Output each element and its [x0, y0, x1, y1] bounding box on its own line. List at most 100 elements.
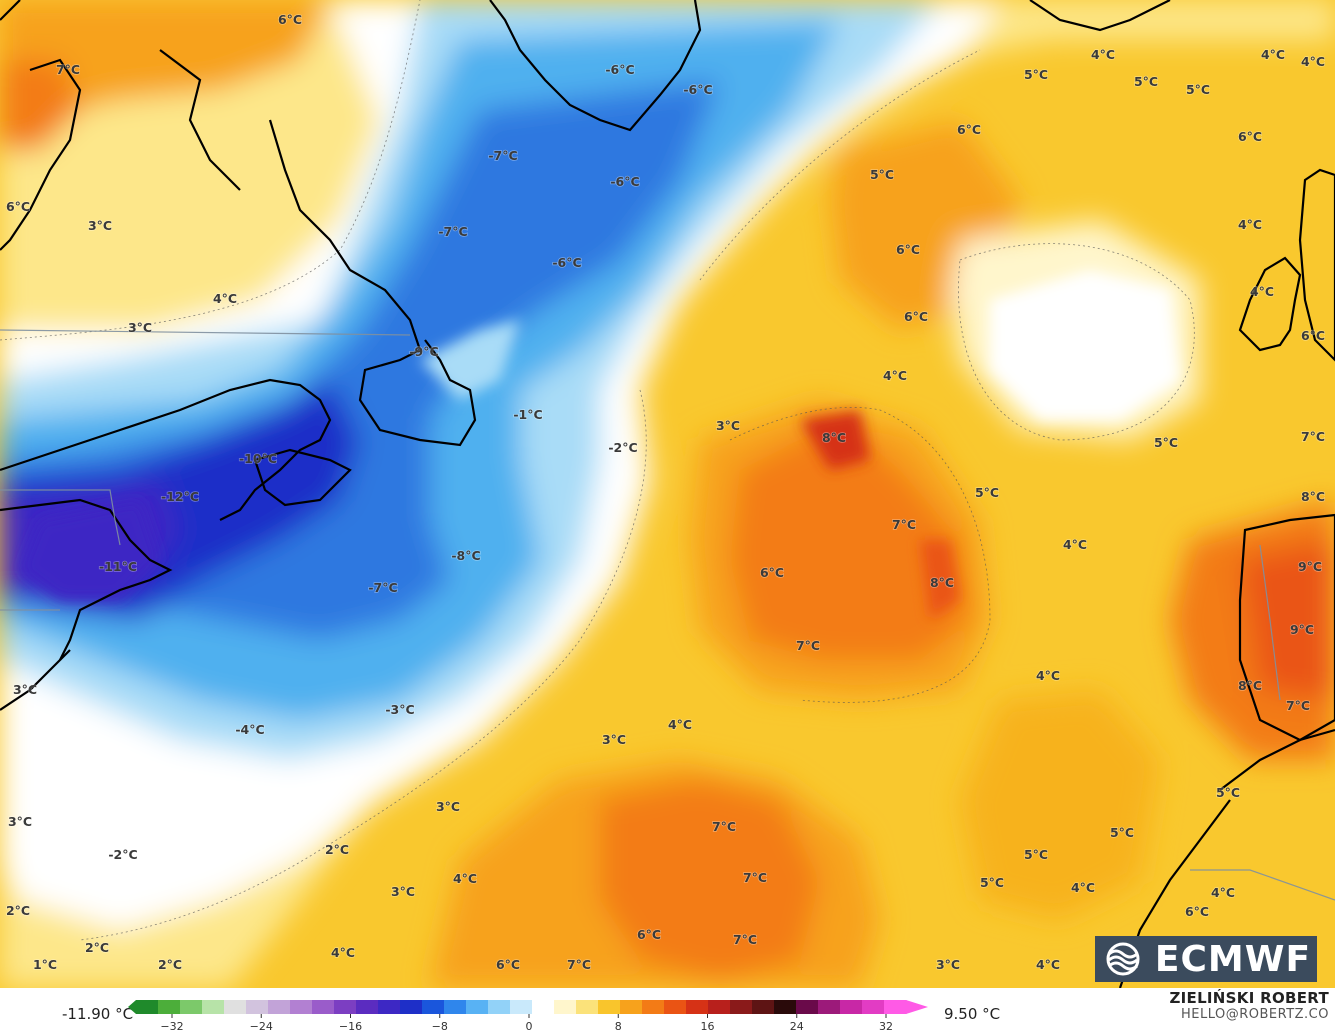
colorbar-min-label: -11.90 °C	[62, 1005, 134, 1023]
author-email: HELLO@ROBERTZ.CO	[1180, 1007, 1329, 1022]
temperature-label: -9°C	[409, 344, 438, 359]
temperature-label: 7°C	[796, 638, 820, 653]
temperature-label: 6°C	[896, 242, 920, 257]
colorbar-tick-label: 16	[701, 1020, 715, 1033]
colorbar-cell	[246, 1000, 269, 1014]
colorbar-cell	[642, 1000, 665, 1014]
temperature-label: -2°C	[108, 847, 137, 862]
colorbar-cell	[136, 1000, 159, 1014]
temperature-label: 5°C	[1110, 825, 1134, 840]
author-credit: ZIELIŃSKI ROBERT HELLO@ROBERTZ.CO	[1169, 989, 1329, 1022]
temperature-label: -6°C	[683, 82, 712, 97]
temperature-label: 4°C	[331, 945, 355, 960]
temperature-label: 8°C	[1238, 678, 1262, 693]
temperature-label: 4°C	[213, 291, 237, 306]
temperature-label: 4°C	[1063, 537, 1087, 552]
colorbar-cell	[554, 1000, 577, 1014]
temperature-label: 7°C	[1301, 429, 1325, 444]
colorbar-cell	[312, 1000, 335, 1014]
colorbar-cell	[378, 1000, 401, 1014]
colorbar-cell	[268, 1000, 291, 1014]
colorbar-cell	[796, 1000, 819, 1014]
temperature-label: 9°C	[1298, 559, 1322, 574]
colorbar: −32 −24 −16 −8 0 8 16 24 32	[128, 1000, 928, 1033]
temperature-map: 6°C 7°C 6°C 3°C 4°C 3°C -6°C -6°C -7°C -6°C -7°C -6…	[0, 0, 1335, 988]
temperature-label: 6°C	[957, 122, 981, 137]
colorbar-cell	[488, 1000, 511, 1014]
contour-lines	[0, 0, 1195, 941]
colorbar-cell	[290, 1000, 313, 1014]
temperature-label: 2°C	[158, 957, 182, 972]
colorbar-max-label: 9.50 °C	[944, 1005, 1001, 1023]
temperature-label: 4°C	[1250, 284, 1274, 299]
temperature-label: 4°C	[1036, 957, 1060, 972]
temperature-label: 6°C	[496, 957, 520, 972]
temperature-label: 7°C	[56, 62, 80, 77]
colorbar-tick-label: 8	[615, 1020, 622, 1033]
temperature-label: 5°C	[1134, 74, 1158, 89]
temperature-label: 3°C	[936, 957, 960, 972]
temperature-label: 7°C	[733, 932, 757, 947]
temperature-label: 4°C	[668, 717, 692, 732]
temperature-label: 8°C	[930, 575, 954, 590]
colorbar-right-arrow	[906, 1000, 928, 1014]
temperature-field-detail	[20, 270, 1180, 620]
temperature-label: 5°C	[870, 167, 894, 182]
colorbar-tick-label: 24	[790, 1020, 804, 1033]
colorbar-cell	[444, 1000, 467, 1014]
colorbar-cell	[158, 1000, 181, 1014]
colorbar-cell	[356, 1000, 379, 1014]
temperature-label: 8°C	[822, 430, 846, 445]
colorbar-cell	[664, 1000, 687, 1014]
temperature-label: -11°C	[99, 559, 137, 574]
colorbar-cell	[422, 1000, 445, 1014]
temperature-label: 4°C	[1211, 885, 1235, 900]
temperature-label: 3°C	[13, 682, 37, 697]
temperature-label: 4°C	[883, 368, 907, 383]
temperature-label: -10°C	[239, 451, 277, 466]
temperature-label: -8°C	[451, 548, 480, 563]
temperature-label: 5°C	[980, 875, 1004, 890]
temperature-labels: 6°C 7°C 6°C 3°C 4°C 3°C -6°C -6°C -7°C -6°C -7°C -6…	[5, 11, 1326, 973]
colorbar-cell	[224, 1000, 247, 1014]
temperature-label: -7°C	[488, 148, 517, 163]
colorbar-cell	[708, 1000, 731, 1014]
author-name: ZIELIŃSKI ROBERT	[1169, 989, 1329, 1007]
colorbar-left-arrow	[128, 1000, 136, 1014]
colorbar-cell	[334, 1000, 357, 1014]
temperature-label: 3°C	[391, 884, 415, 899]
colorbar-cell	[180, 1000, 203, 1014]
temperature-label: 2°C	[325, 842, 349, 857]
colorbar-cell	[752, 1000, 775, 1014]
colorbar-tick-label: −16	[339, 1020, 362, 1033]
temperature-label: 4°C	[1238, 217, 1262, 232]
colorbar-cell	[202, 1000, 225, 1014]
temperature-label: 5°C	[1024, 847, 1048, 862]
colorbar-tick-label: 0	[526, 1020, 533, 1033]
temperature-label: 3°C	[8, 814, 32, 829]
temperature-label: 6°C	[1301, 328, 1325, 343]
colorbar-tick-label: −24	[250, 1020, 273, 1033]
colorbar-cell	[400, 1000, 423, 1014]
colorbar-cell	[510, 1000, 533, 1014]
temperature-label: 4°C	[1091, 47, 1115, 62]
map-canvas: 6°C 7°C 6°C 3°C 4°C 3°C -6°C -6°C -7°C -6°C -7°C -6…	[0, 0, 1335, 988]
temperature-label: 6°C	[760, 565, 784, 580]
colorbar-cell	[774, 1000, 797, 1014]
temperature-label: 6°C	[6, 199, 30, 214]
temperature-label: 2°C	[6, 903, 30, 918]
colorbar-cell	[686, 1000, 709, 1014]
ecmwf-emblem-icon	[1106, 942, 1140, 976]
temperature-label: 9°C	[1290, 622, 1314, 637]
colorbar-cell	[598, 1000, 621, 1014]
colorbar-cell	[466, 1000, 489, 1014]
temperature-label: 4°C	[453, 871, 477, 886]
temperature-label: -6°C	[610, 174, 639, 189]
colorbar-cell	[818, 1000, 841, 1014]
colorbar-cell	[576, 1000, 599, 1014]
temperature-label: 5°C	[1154, 435, 1178, 450]
temperature-label: 8°C	[1301, 489, 1325, 504]
temperature-label: 6°C	[904, 309, 928, 324]
temperature-label: -1°C	[513, 407, 542, 422]
logo-text: ECMWF	[1154, 938, 1312, 980]
